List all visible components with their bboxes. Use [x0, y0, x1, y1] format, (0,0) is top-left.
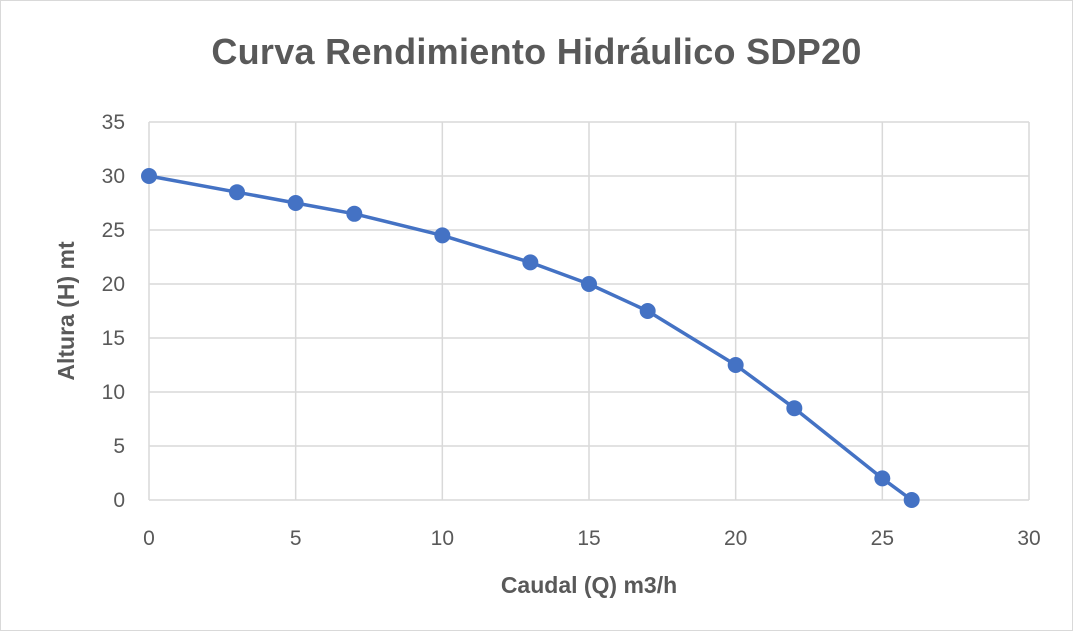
data-point	[522, 254, 539, 271]
data-point	[581, 276, 597, 292]
chart-title: Curva Rendimiento Hidráulico SDP20	[211, 31, 862, 72]
x-tick-label: 5	[290, 527, 302, 550]
x-tick-labels: 0 5 10 15 20 25 30	[143, 527, 1041, 550]
y-tick-label: 10	[102, 381, 125, 404]
x-tick-label: 15	[577, 527, 600, 550]
y-tick-label: 5	[113, 435, 125, 458]
data-point	[903, 492, 920, 508]
data-point	[874, 470, 891, 487]
y-tick-label: 15	[102, 327, 125, 350]
data-point	[727, 357, 744, 373]
x-tick-label: 10	[431, 527, 454, 550]
data-point	[786, 400, 803, 417]
data-point	[287, 195, 304, 211]
data-point	[141, 168, 157, 184]
gridlines	[148, 121, 1030, 501]
y-tick-label: 0	[113, 489, 125, 512]
series-line	[148, 174, 913, 502]
x-tick-label: 0	[143, 527, 155, 550]
data-point	[229, 184, 245, 201]
data-point	[639, 303, 656, 319]
y-tick-label: 30	[102, 165, 125, 188]
y-tick-label: 25	[102, 219, 125, 242]
y-axis-title: Altura (H) mt	[53, 241, 79, 381]
data-point	[434, 227, 451, 244]
y-tick-labels: 0 5 10 15 20 25 30 35	[102, 111, 125, 512]
y-tick-label: 20	[102, 273, 125, 296]
x-tick-label: 25	[871, 527, 894, 550]
data-point	[346, 205, 363, 222]
x-axis-title: Caudal (Q) m3/h	[501, 572, 677, 598]
x-tick-label: 30	[1017, 527, 1040, 550]
x-tick-label: 20	[724, 527, 747, 550]
y-tick-label: 35	[102, 111, 125, 134]
series-group	[141, 168, 920, 508]
